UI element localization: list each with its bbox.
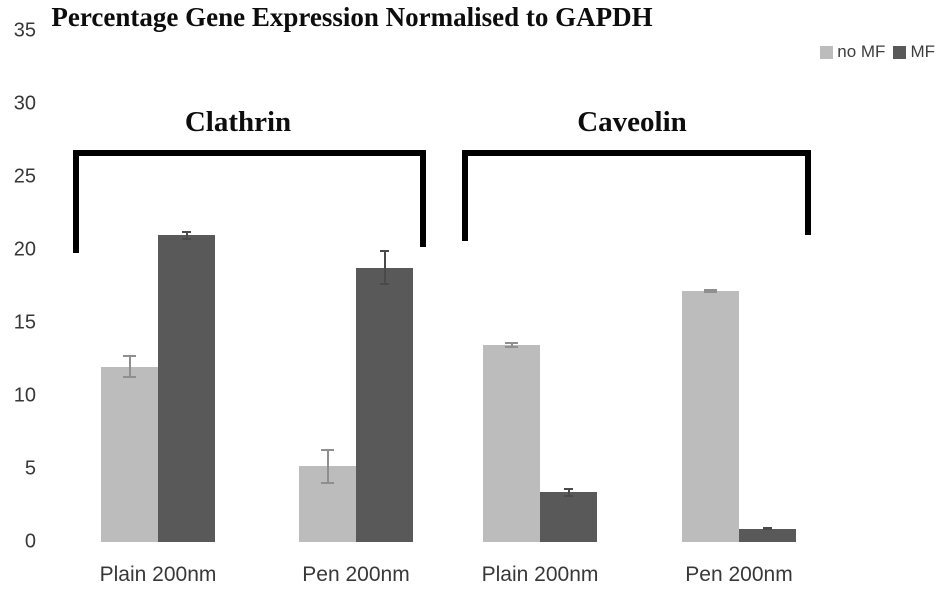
error-bar-mf-caveolin-plain-200nm-cap-bottom xyxy=(564,494,573,497)
error-bar-no-mf-caveolin-pen-200nm xyxy=(709,288,712,294)
error-bar-mf-caveolin-plain-200nm xyxy=(567,487,570,497)
bar-no-mf-caveolin-pen-200nm xyxy=(682,290,739,542)
legend-item-no-mf: no MF xyxy=(820,42,885,62)
error-bar-no-mf-clathrin-pen-200nm-cap-bottom xyxy=(321,481,334,484)
error-bar-no-mf-clathrin-plain-200nm-cap-bottom xyxy=(123,376,136,379)
legend-label-no-mf: no MF xyxy=(837,42,886,61)
error-bar-mf-clathrin-pen-200nm xyxy=(383,250,386,286)
bar-no-mf-caveolin-plain-200nm xyxy=(483,344,540,542)
category-label-clathrin-plain-200nm: Plain 200nm xyxy=(99,563,217,586)
legend-label-mf: MF xyxy=(910,42,935,61)
error-bar-mf-caveolin-pen-200nm-cap-bottom xyxy=(763,528,772,531)
y-axis-tick-label-25: 25 xyxy=(13,165,36,188)
bar-mf-clathrin-plain-200nm xyxy=(158,235,215,542)
y-axis-tick-label-15: 15 xyxy=(13,311,36,334)
error-bar-no-mf-caveolin-plain-200nm-cap-bottom xyxy=(505,345,518,348)
y-axis-tick-label-30: 30 xyxy=(13,92,36,115)
chart-title: Percentage Gene Expression Normalised to… xyxy=(51,2,653,32)
y-axis-tick-label-0: 0 xyxy=(24,530,36,553)
legend: no MF MF xyxy=(820,42,935,62)
error-bar-no-mf-clathrin-plain-200nm xyxy=(128,355,131,379)
group-header-clathrin: Clathrin xyxy=(184,106,292,138)
legend-item-mf: MF xyxy=(893,42,935,62)
y-axis-tick-label-35: 35 xyxy=(13,19,36,42)
error-bar-no-mf-caveolin-plain-200nm-cap-top xyxy=(505,341,518,344)
error-bar-mf-clathrin-plain-200nm xyxy=(185,231,188,240)
bar-mf-clathrin-pen-200nm xyxy=(356,267,413,542)
y-axis-tick-label-5: 5 xyxy=(24,457,36,480)
category-label-caveolin-plain-200nm: Plain 200nm xyxy=(481,563,599,586)
error-bar-no-mf-clathrin-pen-200nm xyxy=(326,448,329,484)
bar-mf-caveolin-pen-200nm xyxy=(739,528,796,542)
group-header-caveolin: Caveolin xyxy=(577,106,687,138)
error-bar-mf-clathrin-pen-200nm-cap-top xyxy=(380,250,389,252)
error-bar-mf-clathrin-plain-200nm-cap-bottom xyxy=(182,237,191,240)
error-bar-mf-clathrin-plain-200nm-cap-top xyxy=(182,231,191,234)
y-axis-tick-label-20: 20 xyxy=(13,238,36,261)
error-bar-no-mf-clathrin-pen-200nm-cap-top xyxy=(321,448,334,451)
bracket-clathrin-left xyxy=(73,150,79,253)
bracket-caveolin-left xyxy=(462,150,468,241)
bracket-clathrin xyxy=(73,150,426,156)
error-bar-mf-caveolin-plain-200nm-cap-top xyxy=(564,487,573,490)
error-bar-mf-clathrin-pen-200nm-cap-bottom xyxy=(380,283,389,286)
error-bar-no-mf-clathrin-plain-200nm-cap-top xyxy=(123,355,136,358)
bar-mf-caveolin-plain-200nm xyxy=(540,492,597,542)
bracket-caveolin-right xyxy=(805,150,811,235)
error-bar-no-mf-caveolin-pen-200nm-cap-top xyxy=(704,288,717,291)
legend-swatch-no-mf xyxy=(820,45,834,59)
bracket-clathrin-right xyxy=(420,150,426,247)
error-bar-no-mf-caveolin-pen-200nm-cap-bottom xyxy=(704,291,717,294)
y-axis-tick-label-10: 10 xyxy=(13,384,36,407)
category-label-caveolin-pen-200nm: Pen 200nm xyxy=(685,563,793,586)
bracket-caveolin xyxy=(462,150,811,156)
error-bar-no-mf-caveolin-plain-200nm xyxy=(510,341,513,348)
bar-no-mf-clathrin-plain-200nm xyxy=(101,366,158,542)
category-label-clathrin-pen-200nm: Pen 200nm xyxy=(302,563,410,586)
legend-swatch-mf xyxy=(893,45,907,59)
